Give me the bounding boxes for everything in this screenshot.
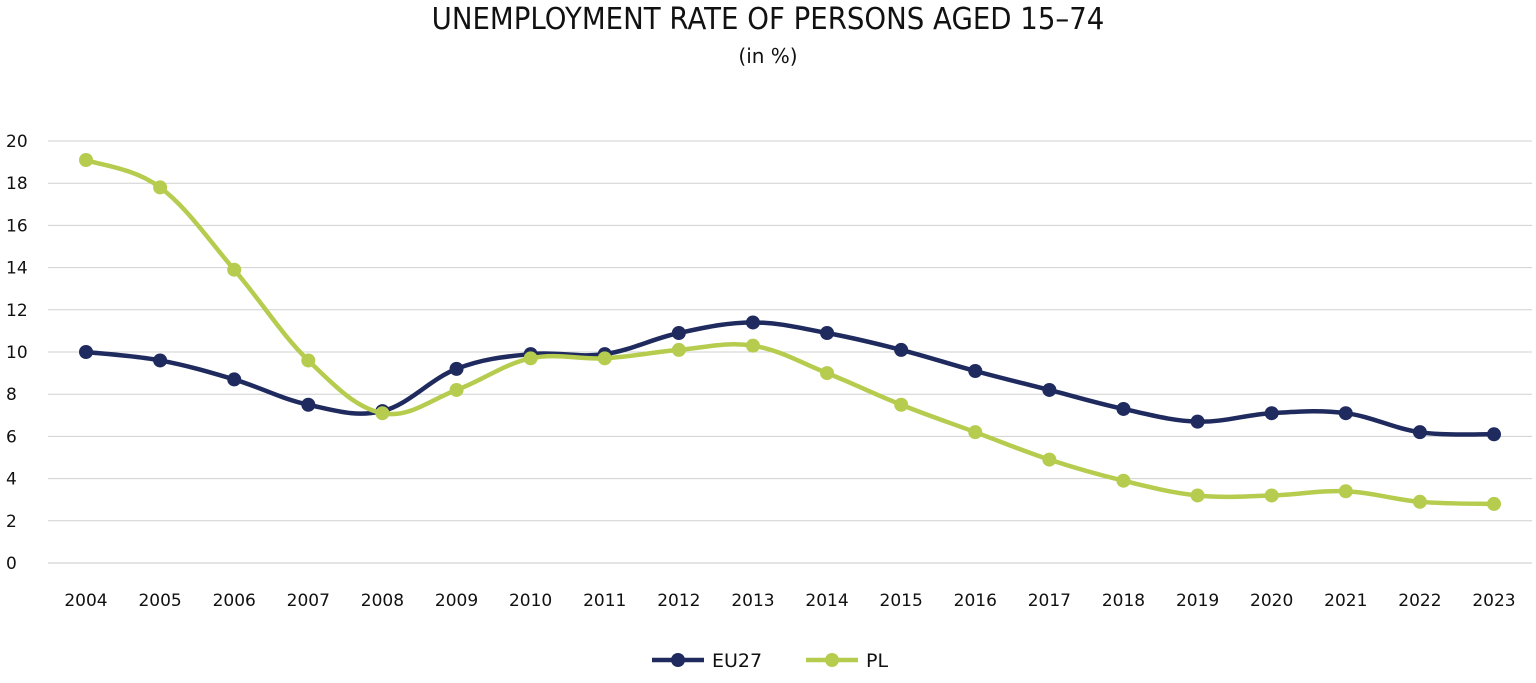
data-point: [449, 361, 464, 376]
gridlines: [48, 140, 1532, 564]
data-point: [153, 353, 168, 368]
x-tick-label: 2005: [138, 591, 181, 611]
x-tick-label: 2016: [954, 591, 997, 611]
data-point: [227, 262, 242, 277]
legend-marker: [671, 653, 685, 667]
data-point: [449, 382, 464, 397]
data-point: [375, 406, 390, 421]
x-tick-label: 2021: [1324, 591, 1367, 611]
x-tick-label: 2012: [657, 591, 700, 611]
x-axis-tick-labels: 2004 2005 2006 2007 2008 2009 2010 2011 2012 2013…: [64, 591, 1515, 611]
x-tick-label: 2010: [509, 591, 552, 611]
data-point: [894, 397, 909, 412]
x-tick-label: 2011: [583, 591, 626, 611]
data-point: [1338, 406, 1353, 421]
y-tick-label: 12: [6, 301, 28, 321]
x-tick-label: 2013: [731, 591, 774, 611]
data-point: [671, 326, 686, 341]
data-point: [79, 345, 93, 359]
x-tick-label: 2006: [213, 591, 256, 611]
data-point: [523, 351, 538, 366]
x-tick-label: 2022: [1398, 591, 1441, 611]
data-point: [894, 342, 909, 357]
x-tick-label: 2014: [805, 591, 848, 611]
y-tick-label: 18: [6, 174, 28, 194]
data-point: [1412, 494, 1427, 509]
x-tick-label: 2004: [64, 591, 107, 611]
data-point: [1487, 496, 1501, 511]
y-tick-label: 20: [6, 132, 28, 152]
series-line: [83, 157, 1497, 507]
data-point: [820, 326, 835, 341]
y-tick-label: 4: [6, 470, 17, 490]
x-tick-label: 2015: [880, 591, 923, 611]
legend: EU27 PL: [652, 650, 888, 672]
y-tick-label: 6: [6, 427, 17, 447]
x-tick-label: 2019: [1176, 591, 1219, 611]
data-point: [745, 315, 760, 330]
x-tick-label: 2009: [435, 591, 478, 611]
y-axis-tick-labels: 0 2 4 6 8 10 12 14 16 18 20: [6, 132, 28, 574]
x-tick-label: 2007: [287, 591, 330, 611]
y-tick-label: 2: [6, 512, 17, 532]
data-point: [1190, 488, 1205, 503]
data-point: [671, 342, 686, 357]
legend-item: PL: [806, 650, 888, 672]
data-point: [745, 338, 760, 353]
data-point: [1264, 488, 1279, 503]
x-tick-label: 2020: [1250, 591, 1293, 611]
legend-marker: [825, 653, 839, 667]
chart-title: UNEMPLOYMENT RATE OF PERSONS AGED 15–74: [431, 2, 1105, 37]
data-point: [597, 351, 612, 366]
legend-label: EU27: [712, 650, 762, 672]
data-point: [79, 152, 93, 167]
data-point: [1042, 382, 1057, 397]
data-point: [301, 397, 316, 412]
data-point: [301, 353, 316, 368]
series-line: [83, 320, 1497, 437]
y-tick-label: 10: [6, 343, 28, 363]
data-point: [1338, 484, 1353, 499]
y-tick-label: 14: [6, 259, 28, 279]
data-point: [820, 366, 835, 381]
y-tick-label: 0: [6, 554, 17, 574]
data-point: [1487, 427, 1501, 442]
data-point: [968, 425, 983, 440]
x-tick-label: 2008: [361, 591, 404, 611]
x-tick-label: 2018: [1102, 591, 1145, 611]
y-tick-label: 16: [6, 216, 28, 236]
data-point: [1264, 406, 1279, 421]
legend-item: EU27: [652, 650, 762, 672]
data-point: [968, 363, 983, 378]
x-tick-label: 2017: [1028, 591, 1071, 611]
data-point: [1412, 425, 1427, 440]
x-tick-label: 2023: [1472, 591, 1515, 611]
series-eu27: [79, 315, 1501, 442]
legend-label: PL: [866, 650, 888, 672]
data-point: [1190, 414, 1205, 429]
y-tick-label: 8: [6, 385, 17, 405]
series-pl: [79, 152, 1501, 511]
data-point: [1042, 452, 1057, 467]
data-point: [1116, 473, 1131, 488]
chart-subtitle: (in %): [738, 44, 798, 68]
data-point: [227, 372, 242, 387]
series-lines: [79, 152, 1501, 511]
data-point: [1116, 401, 1131, 416]
data-point: [153, 180, 168, 195]
